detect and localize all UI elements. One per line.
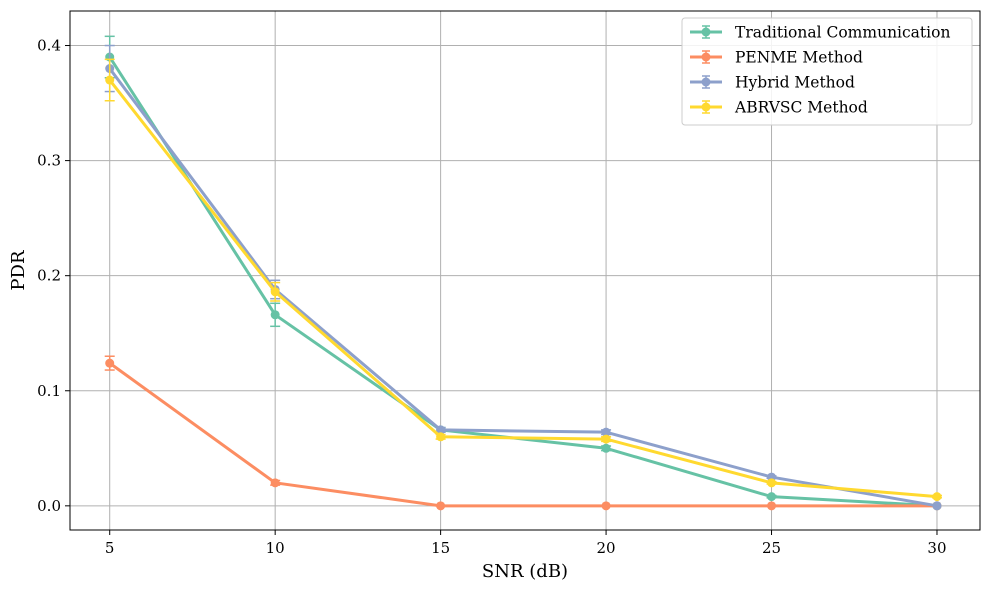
x-tick-label: 10 bbox=[266, 539, 285, 557]
x-tick-label: 30 bbox=[927, 539, 946, 557]
data-point bbox=[767, 501, 777, 511]
series-4 bbox=[104, 58, 942, 502]
legend-swatch-marker bbox=[701, 27, 711, 37]
x-axis-label: SNR (dB) bbox=[482, 561, 568, 582]
data-point bbox=[270, 310, 280, 320]
y-tick-label: 0.2 bbox=[37, 267, 61, 285]
y-axis-ticks: 0.0 0.1 0.2 0.3 0.4 bbox=[37, 37, 70, 515]
legend-swatch-marker bbox=[701, 102, 711, 112]
series-line bbox=[108, 67, 938, 508]
plot-frame bbox=[69, 10, 981, 531]
x-axis-ticks: 5 10 15 20 25 30 bbox=[105, 530, 947, 557]
y-tick-label: 0.4 bbox=[37, 37, 61, 55]
series-line bbox=[108, 361, 937, 508]
y-tick-label: 0.1 bbox=[37, 382, 61, 400]
data-point bbox=[436, 501, 446, 511]
legend-item: PENME Method bbox=[690, 49, 863, 67]
data-point bbox=[932, 501, 942, 511]
data-point bbox=[436, 432, 446, 442]
data-point bbox=[601, 443, 611, 453]
legend-box bbox=[681, 17, 973, 126]
data-point bbox=[601, 427, 611, 437]
data-point bbox=[105, 75, 115, 85]
y-tick-label: 0.0 bbox=[37, 497, 61, 515]
y-axis-label: PDR bbox=[8, 250, 29, 291]
legend: Traditional Communication PENME Method Hyb… bbox=[681, 17, 973, 126]
data-point bbox=[601, 434, 611, 444]
data-point bbox=[601, 501, 611, 511]
legend-swatch-marker bbox=[701, 52, 711, 62]
x-tick-label: 15 bbox=[431, 539, 450, 557]
x-tick-label: 25 bbox=[762, 539, 781, 557]
series-2 bbox=[104, 355, 942, 511]
legend-item: Hybrid Method bbox=[690, 74, 855, 92]
x-tick-label: 20 bbox=[597, 539, 616, 557]
series-group bbox=[104, 35, 942, 511]
legend-label: PENME Method bbox=[735, 49, 863, 67]
data-point bbox=[270, 287, 280, 297]
legend-swatch-marker bbox=[701, 77, 711, 87]
data-point bbox=[932, 492, 942, 502]
data-point bbox=[105, 358, 115, 368]
legend-label: ABRVSC Method bbox=[734, 99, 868, 117]
legend-label: Hybrid Method bbox=[735, 74, 855, 92]
legend-item: ABRVSC Method bbox=[690, 99, 868, 117]
series-line bbox=[108, 79, 938, 499]
data-point bbox=[436, 425, 446, 435]
data-point bbox=[767, 478, 777, 488]
legend-item: Traditional Communication bbox=[690, 24, 950, 42]
data-point bbox=[270, 478, 280, 488]
legend-label: Traditional Communication bbox=[735, 24, 950, 42]
y-tick-label: 0.3 bbox=[37, 152, 61, 170]
x-tick-label: 5 bbox=[105, 539, 115, 557]
data-point bbox=[767, 492, 777, 502]
